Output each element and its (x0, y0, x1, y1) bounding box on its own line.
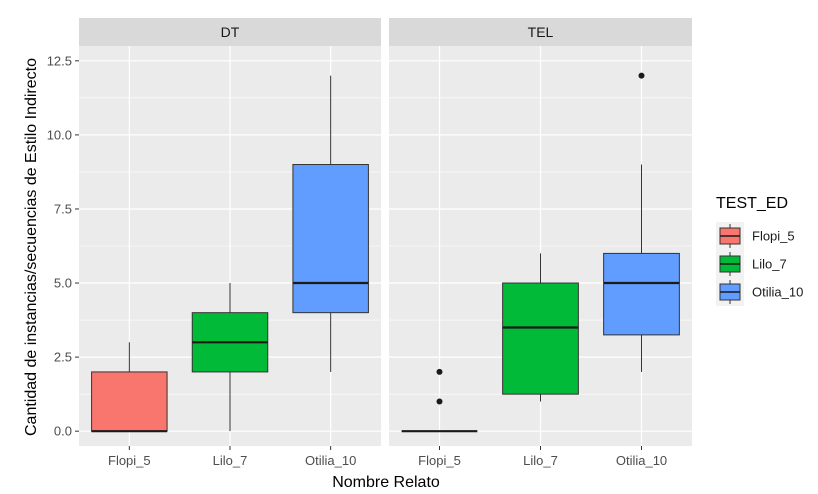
x-tick-label: Flopi_5 (418, 453, 461, 468)
y-tick-label: 12.5 (47, 53, 72, 68)
box-otilia-10 (292, 75, 369, 372)
facet-strip (389, 18, 692, 46)
facet-strip (79, 18, 381, 46)
legend-label: Lilo_7 (752, 257, 787, 272)
y-tick-label: 10.0 (47, 127, 72, 142)
y-tick-label: 7.5 (54, 201, 72, 216)
box-lilo-7 (191, 283, 269, 432)
box-iqr (603, 252, 680, 336)
x-tick-label: Lilo_7 (213, 453, 248, 468)
facet-label: DT (221, 24, 240, 40)
y-axis-title: Cantidad de instancias/secuencias de Est… (23, 58, 40, 436)
legend: TEST_ED Flopi_5 Lilo_7 Otilia_10 (716, 195, 803, 306)
legend-label: Flopi_5 (752, 229, 795, 244)
x-tick-label: Lilo_7 (523, 453, 558, 468)
legend-item-flopi-5: Flopi_5 (716, 222, 795, 250)
y-tick-label: 0.0 (54, 424, 72, 439)
panel-dt: DT Flopi_5 Lilo_7 Otilia_10 (79, 18, 381, 468)
box-iqr (292, 164, 369, 314)
box-flopi-5 (91, 342, 168, 433)
box-lilo-7 (502, 253, 579, 402)
panels-layer: DT Flopi_5 Lilo_7 Otilia_10 TEL Flopi_5 Lilo_7… (79, 18, 692, 468)
facet-label: TEL (528, 24, 554, 40)
box-otilia-10 (603, 72, 680, 372)
y-tick-label: 5.0 (54, 276, 72, 291)
legend-label: Otilia_10 (752, 285, 803, 300)
outlier-point (436, 368, 443, 375)
x-tick-label: Otilia_10 (305, 453, 356, 468)
x-tick-label: Otilia_10 (616, 453, 667, 468)
box-flopi-5 (401, 368, 478, 433)
outlier-point (638, 72, 645, 79)
outlier-point (436, 398, 443, 405)
legend-item-lilo-7: Lilo_7 (716, 250, 787, 278)
legend-title: TEST_ED (716, 195, 788, 212)
y-axis: 0.0 2.5 5.0 7.5 10.0 12.5 (47, 53, 79, 439)
box-iqr (502, 282, 579, 395)
x-tick-label: Flopi_5 (108, 453, 151, 468)
y-tick-label: 2.5 (54, 350, 72, 365)
legend-item-otilia-10: Otilia_10 (716, 278, 803, 306)
box-iqr (91, 371, 168, 432)
x-axis-title: Nombre Relato (332, 474, 440, 491)
panel-tel: TEL Flopi_5 Lilo_7 Otilia_10 (389, 18, 692, 468)
